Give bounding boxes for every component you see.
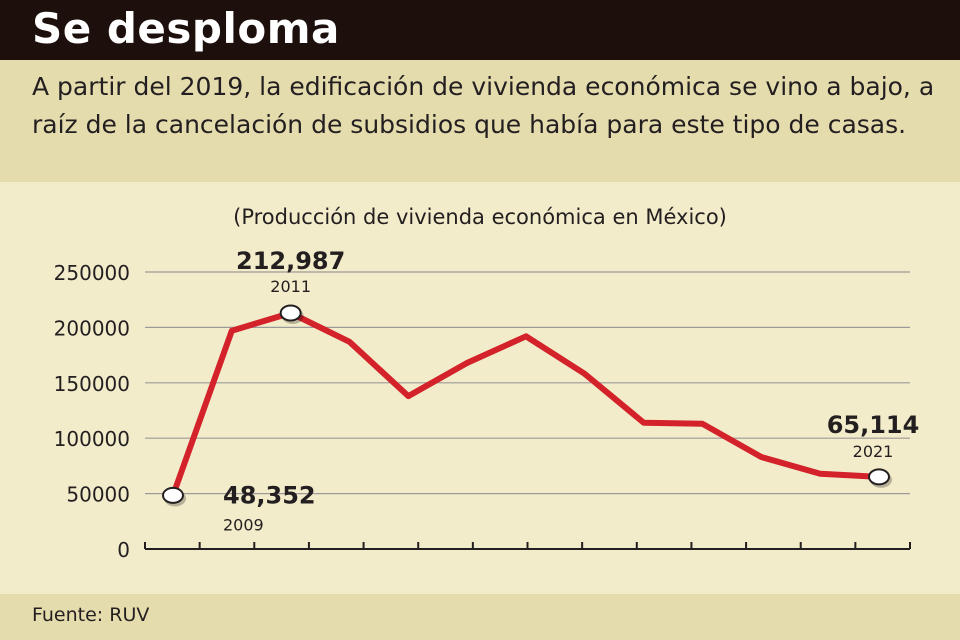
x-axis xyxy=(144,542,911,550)
subtitle: A partir del 2019, la edificación de viv… xyxy=(32,72,935,139)
footer-band: Fuente: RUV xyxy=(0,594,960,640)
series-line xyxy=(170,310,882,499)
y-tick-label: 200000 xyxy=(54,316,130,340)
data-label-value: 212,987 xyxy=(236,247,345,275)
y-tick-label: 50000 xyxy=(66,483,130,507)
gridlines xyxy=(145,271,910,495)
data-label-year: 2011 xyxy=(270,277,311,296)
subtitle-band: A partir del 2019, la edificación de viv… xyxy=(0,60,960,182)
series-line-group xyxy=(162,304,892,507)
chart-title: (Producción de vivienda económica en Méx… xyxy=(233,205,727,229)
y-tick-label: 0 xyxy=(117,538,130,562)
y-tick-label: 250000 xyxy=(54,261,130,285)
data-label-value: 65,114 xyxy=(827,411,920,439)
y-tick-label: 150000 xyxy=(54,372,130,396)
y-axis-ticks: 0 50000 100000 150000 200000 250000 xyxy=(54,261,130,562)
y-tick-label: 100000 xyxy=(54,427,130,451)
annotation-labels: 48,352 2009 212,987 2011 65,114 2021 xyxy=(223,247,919,534)
point-marker xyxy=(279,304,302,322)
point-marker xyxy=(868,468,890,486)
source-note: Fuente: RUV xyxy=(32,604,150,626)
data-label-year: 2009 xyxy=(223,515,264,534)
data-label-value: 48,352 xyxy=(223,481,316,509)
page-title: Se desploma xyxy=(32,4,340,53)
title-bar: Se desploma xyxy=(0,0,960,60)
point-marker xyxy=(162,486,184,504)
line-chart: (Producción de vivienda económica en Méx… xyxy=(54,205,920,562)
data-label-year: 2021 xyxy=(853,442,894,461)
